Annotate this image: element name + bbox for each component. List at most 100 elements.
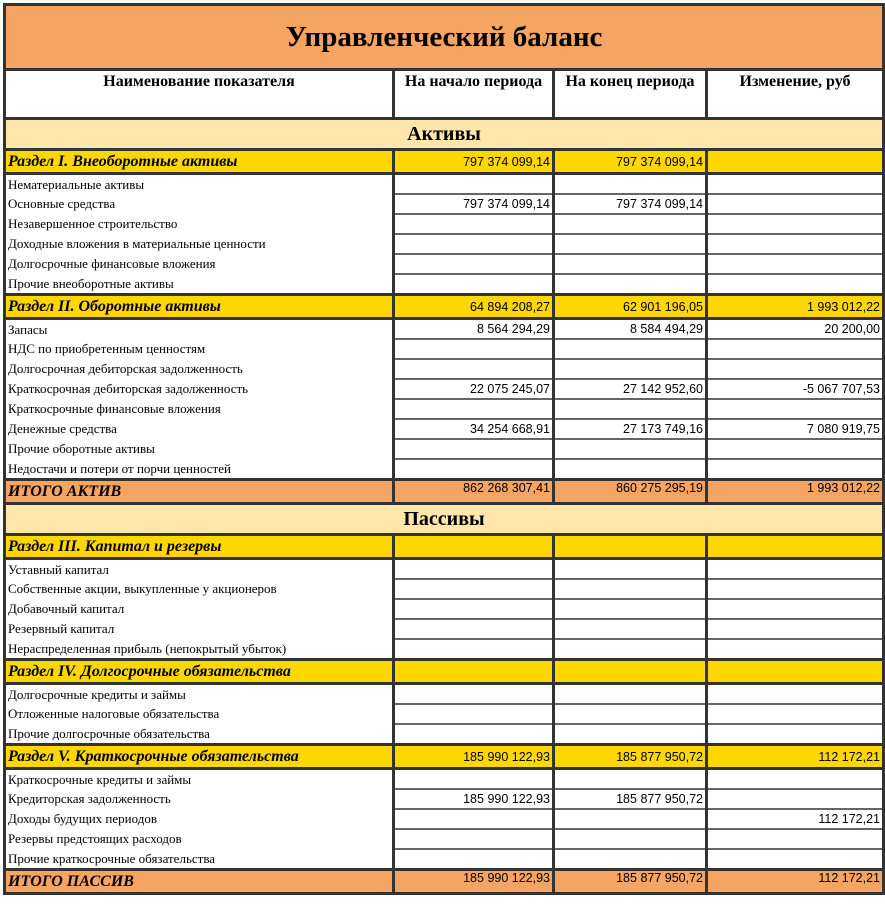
cell-end[interactable]: 185 877 950,72 [552, 868, 708, 895]
cell-change[interactable] [705, 658, 885, 685]
cell-start[interactable] [392, 638, 555, 661]
cell-start[interactable]: 22 075 245,07 [392, 378, 555, 400]
cell-start[interactable] [392, 438, 555, 460]
cell-end[interactable] [552, 213, 708, 235]
cell-start[interactable] [392, 233, 555, 255]
cell-change[interactable] [705, 703, 885, 725]
cell-change[interactable] [705, 438, 885, 460]
cell-start[interactable] [392, 682, 555, 705]
cell-start[interactable]: 185 990 122,93 [392, 788, 555, 810]
cell-change[interactable]: 1 993 012,22 [705, 293, 885, 320]
cell-change[interactable] [705, 598, 885, 620]
cell-start[interactable] [392, 253, 555, 275]
cell-start[interactable]: 862 268 307,41 [392, 478, 555, 505]
cell-end[interactable]: 797 374 099,14 [552, 148, 708, 175]
cell-end[interactable] [552, 578, 708, 600]
cell-change[interactable]: 20 200,00 [705, 317, 885, 340]
cell-change[interactable] [705, 788, 885, 810]
cell-change[interactable] [705, 148, 885, 175]
cell-change[interactable] [705, 533, 885, 560]
cell-start[interactable] [392, 828, 555, 850]
cell-end[interactable] [552, 638, 708, 661]
cell-end[interactable] [552, 828, 708, 850]
cell-end[interactable] [552, 723, 708, 746]
cell-end[interactable] [552, 533, 708, 560]
cell-end[interactable]: 797 374 099,14 [552, 193, 708, 215]
cell-change[interactable] [705, 398, 885, 420]
cell-change[interactable] [705, 172, 885, 195]
cell-end[interactable] [552, 767, 708, 790]
cell-start[interactable] [392, 458, 555, 481]
cell-change[interactable] [705, 828, 885, 850]
cell-start[interactable] [392, 658, 555, 685]
cell-start[interactable] [392, 578, 555, 600]
cell-change[interactable] [705, 578, 885, 600]
cell-start[interactable] [392, 557, 555, 580]
cell-change[interactable] [705, 723, 885, 746]
cell-change[interactable] [705, 618, 885, 640]
cell-start[interactable] [392, 358, 555, 380]
cell-change[interactable] [705, 767, 885, 790]
cell-start[interactable]: 797 374 099,14 [392, 148, 555, 175]
cell-change[interactable] [705, 358, 885, 380]
cell-start[interactable] [392, 172, 555, 195]
cell-start[interactable]: 64 894 208,27 [392, 293, 555, 320]
cell-change[interactable] [705, 213, 885, 235]
cell-end[interactable] [552, 808, 708, 830]
cell-change[interactable] [705, 557, 885, 580]
cell-change[interactable]: 1 993 012,22 [705, 478, 885, 505]
cell-end[interactable] [552, 848, 708, 871]
cell-change[interactable] [705, 233, 885, 255]
cell-change[interactable] [705, 338, 885, 360]
cell-change[interactable]: 7 080 919,75 [705, 418, 885, 440]
cell-start[interactable]: 34 254 668,91 [392, 418, 555, 440]
cell-start[interactable] [392, 703, 555, 725]
cell-end[interactable] [552, 338, 708, 360]
cell-end[interactable]: 860 275 295,19 [552, 478, 708, 505]
cell-end[interactable]: 27 142 952,60 [552, 378, 708, 400]
cell-start[interactable] [392, 723, 555, 746]
cell-end[interactable] [552, 273, 708, 296]
cell-change[interactable] [705, 848, 885, 871]
cell-change[interactable]: -5 067 707,53 [705, 378, 885, 400]
cell-end[interactable] [552, 172, 708, 195]
cell-start[interactable] [392, 398, 555, 420]
cell-change[interactable] [705, 682, 885, 705]
cell-start[interactable] [392, 848, 555, 871]
cell-end[interactable] [552, 557, 708, 580]
cell-start[interactable] [392, 767, 555, 790]
cell-end[interactable] [552, 358, 708, 380]
cell-end[interactable] [552, 398, 708, 420]
cell-change[interactable] [705, 253, 885, 275]
cell-change[interactable] [705, 458, 885, 481]
cell-start[interactable]: 185 990 122,93 [392, 743, 555, 770]
cell-start[interactable] [392, 273, 555, 296]
cell-end[interactable] [552, 682, 708, 705]
cell-end[interactable]: 62 901 196,05 [552, 293, 708, 320]
cell-end[interactable] [552, 233, 708, 255]
cell-change[interactable]: 112 172,21 [705, 743, 885, 770]
cell-change[interactable] [705, 193, 885, 215]
cell-start[interactable]: 797 374 099,14 [392, 193, 555, 215]
cell-end[interactable] [552, 703, 708, 725]
cell-end[interactable] [552, 658, 708, 685]
cell-end[interactable] [552, 438, 708, 460]
cell-end[interactable]: 185 877 950,72 [552, 743, 708, 770]
cell-change[interactable]: 112 172,21 [705, 808, 885, 830]
cell-end[interactable]: 185 877 950,72 [552, 788, 708, 810]
cell-end[interactable]: 8 584 494,29 [552, 317, 708, 340]
cell-start[interactable] [392, 338, 555, 360]
cell-end[interactable] [552, 458, 708, 481]
cell-end[interactable]: 27 173 749,16 [552, 418, 708, 440]
cell-change[interactable]: 112 172,21 [705, 868, 885, 895]
cell-start[interactable] [392, 808, 555, 830]
cell-end[interactable] [552, 253, 708, 275]
cell-end[interactable] [552, 598, 708, 620]
cell-start[interactable] [392, 533, 555, 560]
cell-start[interactable] [392, 213, 555, 235]
cell-start[interactable] [392, 618, 555, 640]
cell-change[interactable] [705, 273, 885, 296]
cell-end[interactable] [552, 618, 708, 640]
cell-start[interactable]: 8 564 294,29 [392, 317, 555, 340]
cell-change[interactable] [705, 638, 885, 661]
